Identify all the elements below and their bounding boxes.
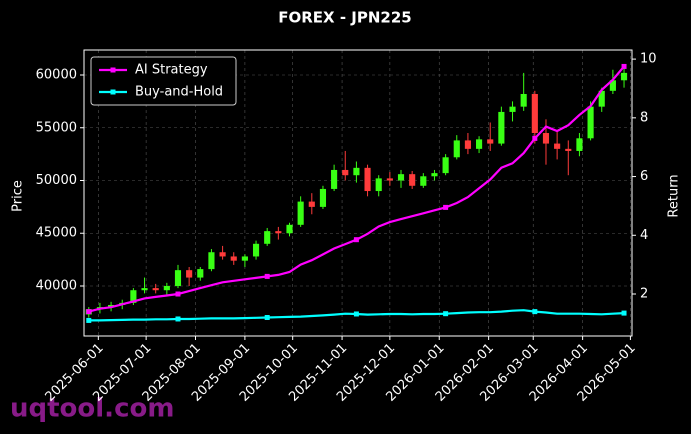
candle-body (576, 138, 583, 151)
legend-box (90, 56, 237, 106)
y-tick-label: 55000 (36, 120, 77, 135)
series-marker (264, 315, 270, 321)
candle-body (509, 106, 516, 112)
candle-body (186, 270, 193, 278)
series-marker (621, 63, 627, 69)
candle-body (609, 80, 616, 91)
series-marker (443, 311, 449, 317)
legend-label: Buy-and-Hold (135, 85, 223, 100)
candle-body (598, 90, 605, 107)
y-tick-label: 60000 (36, 68, 77, 83)
series-marker (532, 135, 538, 141)
candle-body (130, 290, 137, 303)
y-axis-label: Price (11, 180, 26, 212)
candle-body (531, 93, 538, 134)
candle-body (364, 167, 371, 192)
candle-body (141, 288, 148, 291)
candle-body (542, 133, 550, 144)
candle-body (498, 111, 505, 144)
y2-axis-label: Return (667, 174, 682, 217)
candle-body (409, 174, 416, 186)
watermark: uqtool.com (10, 394, 174, 424)
candle-body (219, 252, 226, 257)
candle-body (275, 231, 282, 234)
candle-body (264, 231, 271, 244)
series-marker (175, 316, 181, 322)
series-marker (353, 311, 359, 317)
candle-body (620, 72, 628, 81)
candle-body (208, 252, 215, 270)
candle-body (520, 93, 527, 107)
series-marker (532, 309, 538, 315)
series-marker (86, 317, 92, 323)
candle-body (286, 224, 293, 234)
series-marker (353, 237, 359, 243)
y2-tick-label: 2 (640, 287, 648, 302)
legend-marker (110, 89, 116, 95)
chart-title: FOREX - JPN225 (278, 9, 411, 27)
series-marker (86, 309, 92, 315)
candle-body (108, 304, 115, 308)
candle-body (342, 169, 349, 176)
candle-body (487, 139, 494, 144)
candle-body (420, 176, 427, 186)
candle-body (331, 169, 338, 189)
candle-body (252, 243, 260, 257)
candle-body (453, 140, 460, 158)
candle-body (464, 140, 471, 149)
plot-frame (83, 49, 633, 337)
y-tick-label: 40000 (36, 278, 77, 293)
candle-body (587, 106, 594, 139)
y2-tick-label: 8 (640, 110, 648, 125)
candle-body (565, 148, 572, 151)
legend-label: AI Strategy (135, 63, 208, 78)
y2-tick-label: 10 (640, 52, 657, 67)
legend-marker (110, 67, 116, 73)
candle-body (174, 270, 182, 286)
series-marker (621, 310, 627, 316)
candle-body (353, 167, 360, 176)
candle-body (442, 157, 449, 174)
series-marker (443, 204, 449, 210)
y-tick-label: 50000 (36, 173, 77, 188)
candle-body (375, 178, 382, 192)
y-tick-label: 45000 (36, 226, 77, 241)
y2-tick-label: 6 (640, 169, 648, 184)
candle-body (397, 174, 405, 181)
candle-body (163, 285, 170, 291)
candle-body (319, 188, 327, 207)
candle-body (230, 256, 237, 261)
candle-body (197, 269, 204, 278)
candle-body (297, 201, 304, 225)
candle-body (431, 173, 438, 177)
candle-body (476, 139, 483, 149)
y2-tick-label: 4 (640, 228, 648, 243)
candle-body (241, 256, 248, 261)
candle-body (308, 201, 315, 207)
candle-body (386, 178, 393, 181)
series-marker (264, 273, 270, 279)
candle-body (152, 288, 159, 291)
series-marker (175, 291, 181, 297)
candle-body (554, 143, 561, 149)
